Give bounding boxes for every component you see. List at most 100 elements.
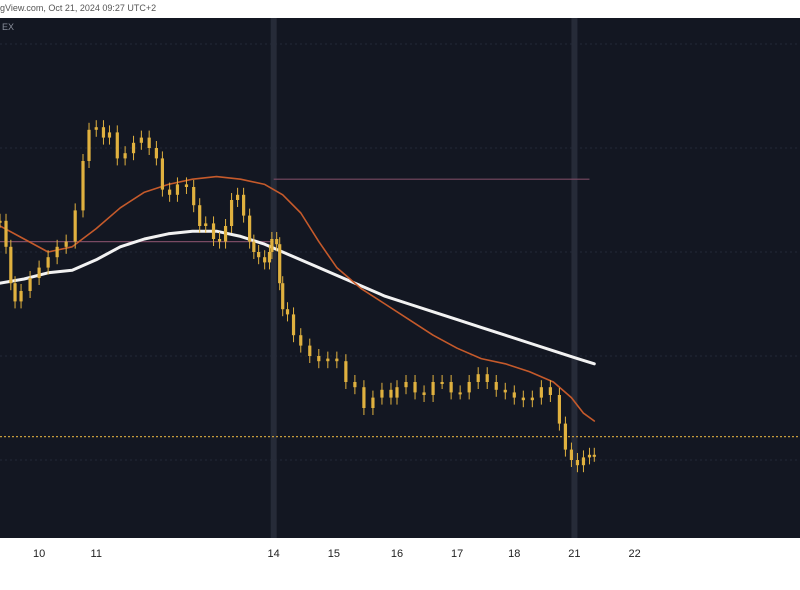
candle-body-81 <box>592 454 596 457</box>
candle-body-5 <box>28 278 32 291</box>
candle-body-62 <box>440 382 444 384</box>
x-tick-label-18: 18 <box>508 548 520 560</box>
x-tick-label-22: 22 <box>628 548 640 560</box>
candle-body-8 <box>55 246 59 258</box>
bottom-strip <box>0 566 800 590</box>
candle-body-50 <box>335 358 339 362</box>
session-highlight-0 <box>270 18 277 538</box>
session-highlight-1 <box>571 18 578 538</box>
candle-body-66 <box>476 374 480 382</box>
ema-slow-line <box>0 229 596 366</box>
candle-body-57 <box>395 387 399 398</box>
ema-fast-line <box>0 175 596 422</box>
candle-body-35 <box>248 215 252 242</box>
candle-body-65 <box>467 382 471 393</box>
candle-body-80 <box>587 454 592 458</box>
candle-body-7 <box>46 257 50 268</box>
candle-body-48 <box>317 356 321 362</box>
candle-body-64 <box>458 392 462 395</box>
candle-body-13 <box>94 127 98 130</box>
candle-body-55 <box>380 389 384 398</box>
candle-body-63 <box>449 382 453 393</box>
header-text: gView.com, Oct 21, 2024 09:27 UTC+2 <box>0 3 157 13</box>
candle-body-12 <box>87 129 91 161</box>
candle-body-21 <box>154 148 158 159</box>
candle-body-34 <box>242 194 246 216</box>
x-tick-label-14: 14 <box>268 548 280 560</box>
candle-body-43 <box>281 283 285 310</box>
x-tick-label-15: 15 <box>328 548 340 560</box>
candle-body-25 <box>184 184 189 187</box>
candle-body-70 <box>512 392 516 398</box>
chart-area[interactable]: EX 10 11 14 15 16 17 18 21 22 <box>0 18 800 566</box>
candle-body-29 <box>211 223 216 239</box>
candle-body-28 <box>204 223 208 226</box>
candle-body-47 <box>308 345 312 356</box>
price-chart[interactable]: EX 10 11 14 15 16 17 18 21 22 <box>0 18 800 566</box>
candle-body-22 <box>160 158 165 190</box>
x-tick-label-21: 21 <box>568 548 580 560</box>
candle-body-0 <box>0 220 2 223</box>
candle-body-18 <box>131 142 136 154</box>
candle-body-4 <box>19 291 23 302</box>
x-tick-label-10: 10 <box>33 548 45 560</box>
candle-body-60 <box>422 392 426 395</box>
candle-body-26 <box>192 187 196 206</box>
candle-body-78 <box>575 460 580 466</box>
candle-body-76 <box>563 423 568 450</box>
candle-body-61 <box>431 382 435 395</box>
candle-body-39 <box>267 252 272 263</box>
candle-body-16 <box>115 132 119 159</box>
candle-body-40 <box>270 239 274 252</box>
candle-body-2 <box>9 246 13 284</box>
candle-body-19 <box>139 137 143 143</box>
candle-body-33 <box>235 194 240 200</box>
symbol-fragment: EX <box>2 22 14 32</box>
candle-body-11 <box>81 161 85 211</box>
candle-body-17 <box>123 153 127 159</box>
candle-body-53 <box>362 387 366 408</box>
candle-body-75 <box>557 395 561 424</box>
plot-background <box>0 18 800 538</box>
candle-body-1 <box>4 220 8 247</box>
candle-body-23 <box>168 189 172 195</box>
candle-body-14 <box>101 127 106 138</box>
candle-body-6 <box>37 267 41 278</box>
candle-body-54 <box>371 397 375 408</box>
candle-body-46 <box>299 335 303 346</box>
candle-body-69 <box>503 389 507 393</box>
candle-body-49 <box>326 358 330 362</box>
candle-body-37 <box>257 252 261 258</box>
candle-body-67 <box>485 374 489 382</box>
candle-body-72 <box>530 397 534 401</box>
candle-body-30 <box>217 239 222 242</box>
candle-body-56 <box>389 389 393 398</box>
candle-body-58 <box>404 382 408 388</box>
candle-body-41 <box>275 239 279 245</box>
candle-body-42 <box>278 244 282 284</box>
candle-body-9 <box>64 241 68 247</box>
candle-body-24 <box>175 184 180 195</box>
candle-body-38 <box>263 257 267 263</box>
candle-body-71 <box>521 397 525 401</box>
x-tick-label-17: 17 <box>451 548 463 560</box>
candle-body-73 <box>539 387 543 398</box>
candle-body-79 <box>581 457 586 466</box>
candle-body-3 <box>13 283 17 302</box>
candle-body-27 <box>198 205 202 226</box>
candle-body-59 <box>413 382 417 393</box>
candle-body-32 <box>229 200 234 226</box>
candle-body-68 <box>494 382 498 390</box>
candle-body-15 <box>107 132 112 138</box>
header-bar: gView.com, Oct 21, 2024 09:27 UTC+2 <box>0 0 800 18</box>
candle-body-20 <box>147 137 151 148</box>
candle-body-45 <box>291 314 296 336</box>
candle-body-52 <box>353 382 357 388</box>
candle-body-74 <box>548 387 552 395</box>
candle-body-51 <box>344 361 348 382</box>
candle-body-10 <box>73 210 77 242</box>
x-tick-label-16: 16 <box>391 548 403 560</box>
candle-body-44 <box>285 309 290 315</box>
x-tick-label-11: 11 <box>91 548 102 560</box>
candle-body-77 <box>569 449 574 460</box>
